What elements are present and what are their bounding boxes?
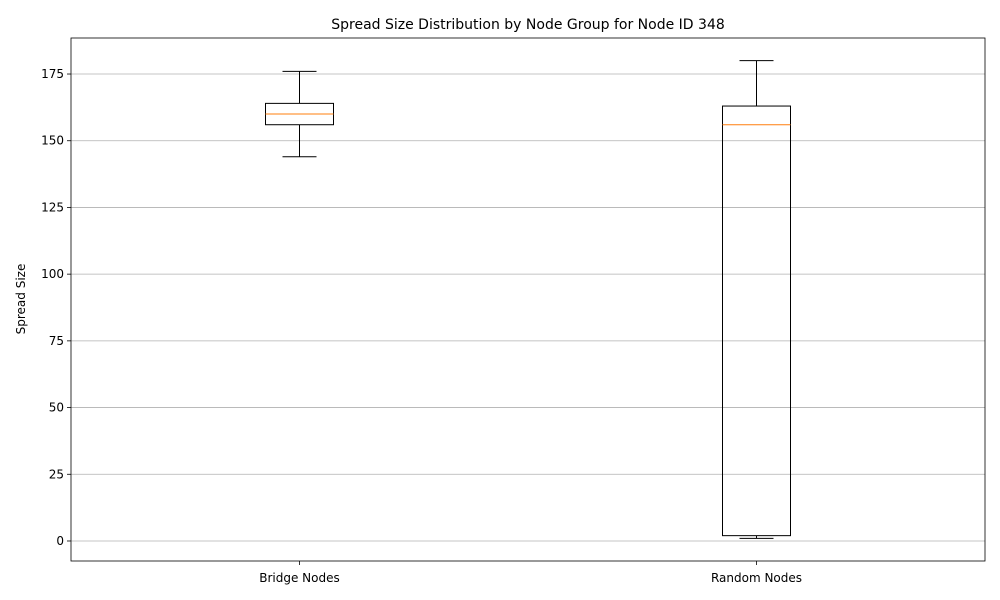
y-axis-label: Spread Size bbox=[14, 264, 28, 335]
ticks: 0 25 50 75 100 125 150 175 Bridge Nodes Random No… bbox=[41, 67, 802, 585]
x-tick-label: Random Nodes bbox=[711, 571, 802, 585]
box-1 bbox=[265, 70, 334, 158]
x-tick-label: Bridge Nodes bbox=[259, 571, 340, 585]
y-tick-label: 25 bbox=[49, 467, 64, 481]
box-2 bbox=[722, 60, 791, 539]
y-tick-label: 75 bbox=[49, 334, 64, 348]
boxes bbox=[265, 60, 791, 539]
y-tick-label: 125 bbox=[41, 200, 64, 214]
y-tick-label: 175 bbox=[41, 67, 64, 81]
y-tick-label: 100 bbox=[41, 267, 64, 281]
iqr-box bbox=[722, 105, 791, 537]
plot-frame bbox=[70, 37, 986, 562]
y-tick-label: 50 bbox=[49, 401, 64, 415]
grid-lines bbox=[71, 73, 985, 542]
y-tick-label: 150 bbox=[41, 134, 64, 148]
axes bbox=[70, 37, 986, 562]
y-tick-label: 0 bbox=[56, 534, 64, 548]
chart-title: Spread Size Distribution by Node Group f… bbox=[331, 17, 725, 33]
